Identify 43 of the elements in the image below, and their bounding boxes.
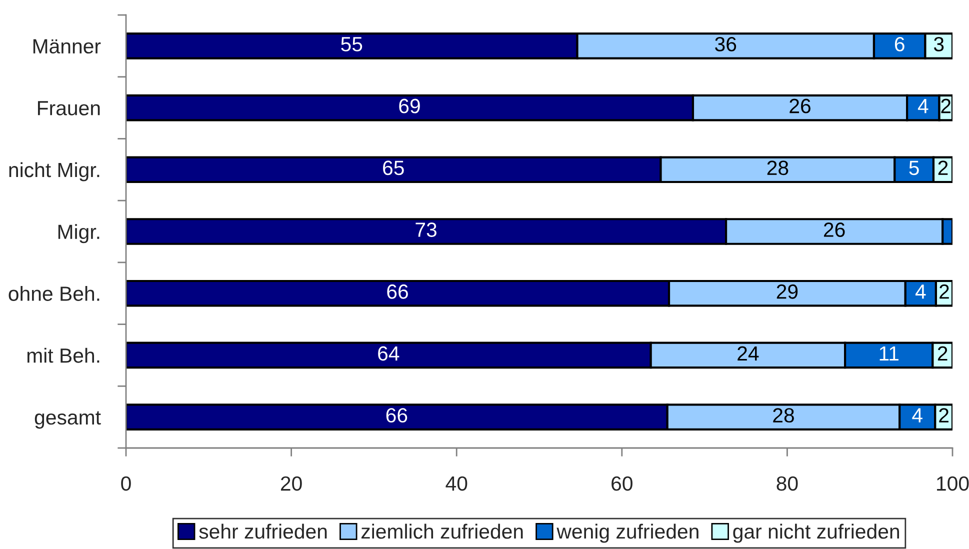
data-label: 73 — [416, 222, 436, 237]
legend-label: wenig zufrieden — [556, 524, 698, 543]
y-tick-label: Männer — [33, 39, 101, 54]
data-label: 29 — [776, 284, 798, 299]
data-label: 55 — [341, 37, 362, 52]
data-label: 64 — [378, 346, 400, 361]
x-tick-label: 100 — [937, 476, 969, 491]
x-tick-label: 20 — [280, 476, 302, 491]
legend-label: gar nicht zufrieden — [733, 524, 900, 543]
x-tick-label: 0 — [121, 476, 131, 491]
data-label: 2 — [940, 284, 949, 299]
data-label: 2 — [938, 160, 948, 175]
data-label: 2 — [941, 98, 951, 114]
legend-label: ziemlich zufrieden — [361, 524, 523, 539]
data-label: 26 — [824, 222, 845, 237]
data-label: 2 — [938, 346, 948, 360]
data-label: 2 — [939, 408, 948, 422]
data-label: 6 — [894, 36, 904, 52]
y-tick-label: mit Beh. — [27, 348, 100, 363]
data-label: 3 — [934, 36, 944, 52]
y-tick-label: nicht Migr. — [9, 162, 100, 182]
data-label: 36 — [715, 36, 736, 52]
y-tick-label: ohne Beh. — [8, 286, 100, 301]
y-tick-label: gesamt — [34, 411, 101, 429]
y-tick-label: Frauen — [38, 101, 100, 116]
x-tick-label: 60 — [612, 476, 632, 491]
data-label: 24 — [738, 346, 759, 360]
data-label: 66 — [387, 284, 408, 299]
data-label: 65 — [383, 160, 404, 176]
data-label: 69 — [399, 98, 420, 114]
x-tick-label: 80 — [776, 476, 798, 491]
data-label: 4 — [915, 284, 926, 299]
data-label: 5 — [909, 160, 919, 176]
data-label: 66 — [386, 408, 408, 423]
data-label: 28 — [773, 408, 794, 423]
data-label: 4 — [912, 408, 922, 422]
data-label: 28 — [767, 160, 788, 176]
x-tick-label: 40 — [446, 476, 468, 491]
data-label: 26 — [790, 98, 810, 114]
data-label: 4 — [918, 99, 928, 114]
y-tick-label: Migr. — [58, 224, 100, 244]
data-label: 11 — [880, 346, 898, 360]
legend-label: sehr zufrieden — [199, 524, 327, 539]
